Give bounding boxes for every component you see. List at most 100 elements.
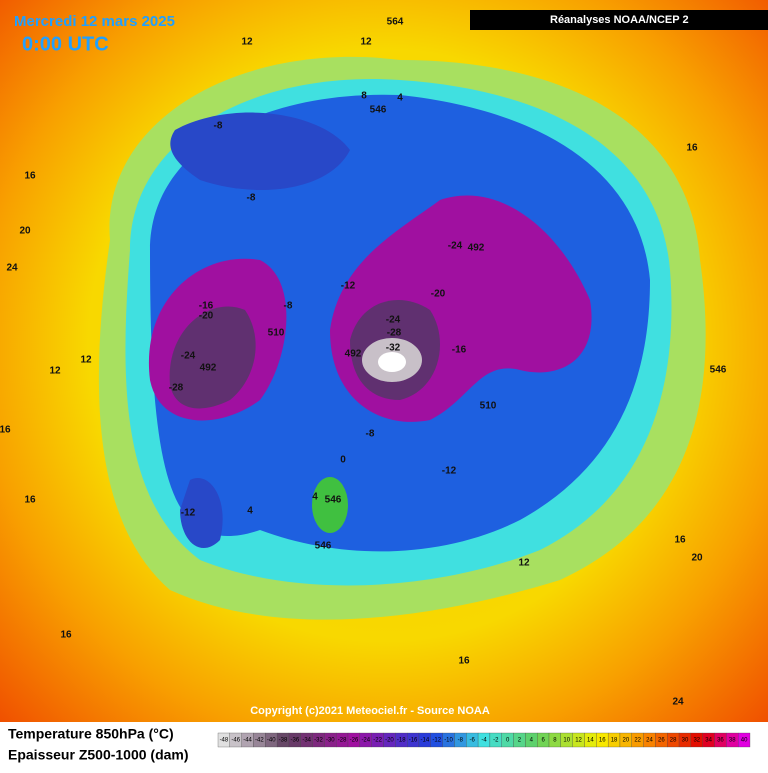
contour-label: 16: [24, 495, 36, 506]
contour-label: -12: [181, 508, 196, 519]
legend-title-1: Temperature 850hPa (°C): [8, 726, 174, 742]
legend-label: -26: [350, 738, 359, 744]
zone-green-island: [312, 477, 348, 533]
legend-label: -6: [470, 738, 476, 744]
contour-label: -8: [247, 193, 256, 204]
contour-label: -28: [387, 328, 402, 339]
contour-label: 12: [241, 37, 253, 48]
contour-label: 12: [80, 355, 92, 366]
legend-label: 28: [670, 738, 677, 744]
contour-label: 492: [345, 349, 362, 360]
contour-label: 492: [468, 243, 485, 254]
legend-label: 20: [623, 738, 630, 744]
legend-label: 40: [741, 738, 748, 744]
zone-cold-center: [378, 352, 406, 372]
contour-label: 20: [691, 553, 703, 564]
legend-label: -32: [314, 738, 323, 744]
contour-label: -28: [169, 383, 184, 394]
legend-label: -48: [220, 738, 229, 744]
legend-label: -12: [432, 738, 441, 744]
legend-label: -16: [409, 738, 418, 744]
zone-dark-west: [169, 306, 256, 409]
contour-label: 546: [325, 495, 342, 506]
contour-label: 546: [315, 541, 332, 552]
contour-label: 12: [518, 558, 530, 569]
legend-label: 2: [518, 738, 522, 744]
contour-label: 16: [458, 656, 470, 667]
contour-label: -8: [366, 429, 375, 440]
contour-label: 24: [672, 697, 684, 708]
source-bar: [470, 10, 768, 30]
legend-label: 36: [717, 738, 724, 744]
contour-label: 16: [674, 535, 686, 546]
contour-label: 8: [361, 91, 367, 102]
contour-label: -16: [199, 301, 214, 312]
legend-label: -22: [373, 738, 382, 744]
contour-label: 510: [480, 401, 497, 412]
contour-label: 564: [387, 17, 404, 28]
legend-label: -28: [338, 738, 347, 744]
contour-label: 16: [60, 630, 72, 641]
zone-blue-south: [180, 478, 223, 549]
contour-label: -8: [214, 121, 223, 132]
legend-label: 32: [693, 738, 700, 744]
contour-label: 16: [686, 143, 698, 154]
contour-label: -12: [341, 281, 356, 292]
date: Mercredi 12 mars 2025: [14, 13, 175, 30]
zone-blue-dark: [170, 112, 350, 190]
legend-label: -10: [444, 738, 453, 744]
contour-label: -24: [181, 351, 196, 362]
contour-label: -20: [199, 311, 214, 322]
legend-label: 6: [541, 738, 545, 744]
legend-title-2: Epaisseur Z500-1000 (dam): [8, 747, 189, 763]
contour-label: 16: [24, 171, 36, 182]
legend-label: 24: [646, 738, 653, 744]
legend-label: -20: [385, 738, 394, 744]
legend-label: -4: [481, 738, 487, 744]
legend-label: 16: [599, 738, 606, 744]
contour-label: -32: [386, 343, 401, 354]
contour-label: 12: [360, 37, 372, 48]
legend-label: 14: [587, 738, 594, 744]
contour-label: 20: [19, 226, 31, 237]
contour-label: 0: [340, 455, 346, 466]
legend-label: 0: [506, 738, 510, 744]
legend-label: 34: [705, 738, 712, 744]
contour-label: -12: [442, 466, 457, 477]
legend-label: -30: [326, 738, 335, 744]
contour-label: -20: [431, 289, 446, 300]
legend-label: 18: [611, 738, 618, 744]
legend-label: 38: [729, 738, 736, 744]
legend-label: 4: [530, 738, 534, 744]
legend-label: -46: [231, 738, 240, 744]
contour-label: -8: [284, 301, 293, 312]
contour-label: -24: [448, 241, 463, 252]
legend-label: -24: [361, 738, 370, 744]
legend-label: -40: [267, 738, 276, 744]
source: Réanalyses NOAA/NCEP 2: [550, 14, 689, 26]
contour-label: -24: [386, 315, 401, 326]
legend-label: -8: [458, 738, 464, 744]
legend-label: 30: [682, 738, 689, 744]
legend-label: 22: [634, 738, 641, 744]
contour-label: 546: [710, 365, 727, 376]
legend-label: -42: [255, 738, 264, 744]
legend-label: -18: [397, 738, 406, 744]
legend-label: 10: [563, 738, 570, 744]
contour-label: 24: [6, 263, 18, 274]
legend-swatch: [738, 732, 751, 748]
contour-label: 4: [247, 506, 253, 517]
contour-label: -16: [452, 345, 467, 356]
contour-label: 16: [0, 425, 11, 436]
contour-label: 492: [200, 363, 217, 374]
legend-label: 8: [553, 738, 557, 744]
legend-label: -34: [302, 738, 311, 744]
copyright: Copyright (c)2021 Meteociel.fr - Source …: [250, 705, 490, 717]
legend-label: -44: [243, 738, 252, 744]
legend-label: 12: [575, 738, 582, 744]
legend-label: -38: [279, 738, 288, 744]
contour-label: 4: [397, 93, 403, 104]
contour-label: 4: [312, 492, 318, 503]
legend-label: -36: [291, 738, 300, 744]
